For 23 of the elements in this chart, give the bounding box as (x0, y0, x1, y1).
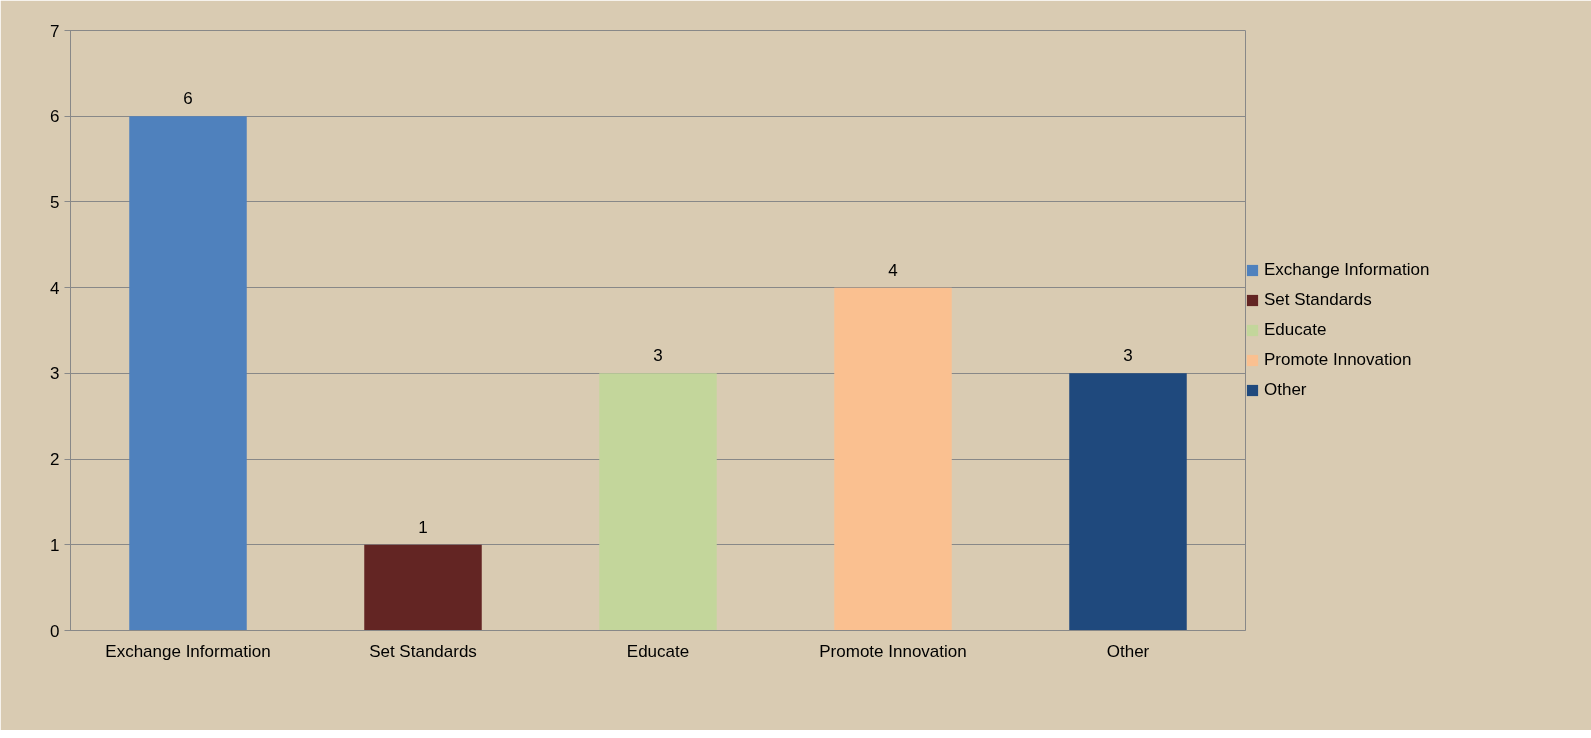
y-tick-label: 4 (50, 278, 60, 298)
data-label: 3 (1123, 346, 1133, 366)
y-tick-label: 0 (50, 621, 60, 641)
x-tick-label: Educate (626, 641, 690, 661)
y-tick-label: 6 (50, 107, 60, 127)
y-tick-label: 5 (50, 192, 60, 212)
x-tick-label: Other (1106, 641, 1150, 661)
y-tick-label: 1 (50, 535, 60, 555)
data-label: 6 (183, 89, 193, 109)
x-tick-label: Exchange Information (105, 641, 271, 661)
y-tick-label: 3 (50, 364, 60, 384)
legend-label: Promote Innovation (1264, 350, 1412, 370)
x-tick-label: Promote Innovation (819, 641, 967, 661)
x-tick-label: Set Standards (369, 641, 477, 661)
data-label: 3 (653, 346, 663, 366)
legend-label: Exchange Information (1264, 260, 1430, 280)
y-tick-label: 7 (50, 21, 60, 41)
data-label: 4 (888, 260, 898, 280)
legend-label: Set Standards (1264, 290, 1372, 310)
data-label: 1 (418, 517, 428, 537)
legend-label: Educate (1264, 320, 1327, 340)
legend-label: Other (1264, 380, 1307, 400)
y-tick-label: 2 (50, 450, 60, 470)
